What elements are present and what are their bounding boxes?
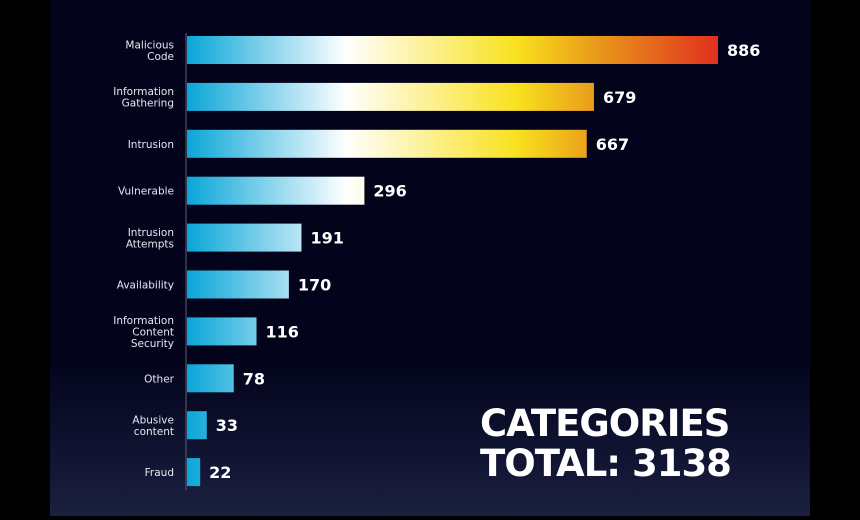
data-label: 667 — [596, 135, 629, 154]
bar — [187, 129, 587, 158]
data-label: 886 — [727, 41, 760, 60]
category-label: Abusive content — [132, 414, 174, 438]
data-label: 191 — [310, 229, 343, 248]
data-label: 33 — [216, 416, 238, 435]
category-label: Intrusion — [128, 139, 174, 151]
bar — [187, 223, 302, 252]
category-label: Information Gathering — [113, 86, 174, 110]
data-label: 296 — [373, 182, 406, 201]
category-label: Other — [144, 373, 174, 385]
data-label: 78 — [243, 369, 265, 388]
category-label: Vulnerable — [118, 186, 174, 198]
bar — [187, 458, 201, 487]
bar — [187, 270, 289, 299]
data-label: 170 — [298, 276, 331, 295]
category-label: Fraud — [145, 467, 174, 479]
category-label: Malicious Code — [125, 39, 174, 63]
bar — [187, 36, 718, 64]
bar — [187, 364, 234, 393]
categories-total: CATEGORIES TOTAL: 3138 — [480, 402, 732, 485]
category-label: Information Content Security — [113, 315, 174, 350]
category-label: Intrusion Attempts — [126, 227, 174, 251]
category-label: Availability — [117, 280, 174, 292]
data-label: 22 — [209, 463, 231, 482]
total-line-2: TOTAL: 3138 — [480, 442, 732, 485]
bar — [187, 176, 365, 205]
bar — [187, 411, 207, 440]
bar — [187, 317, 257, 346]
total-line-1: CATEGORIES — [480, 402, 730, 445]
bar — [187, 82, 594, 111]
data-label: 679 — [603, 88, 636, 107]
data-label: 116 — [266, 322, 299, 341]
